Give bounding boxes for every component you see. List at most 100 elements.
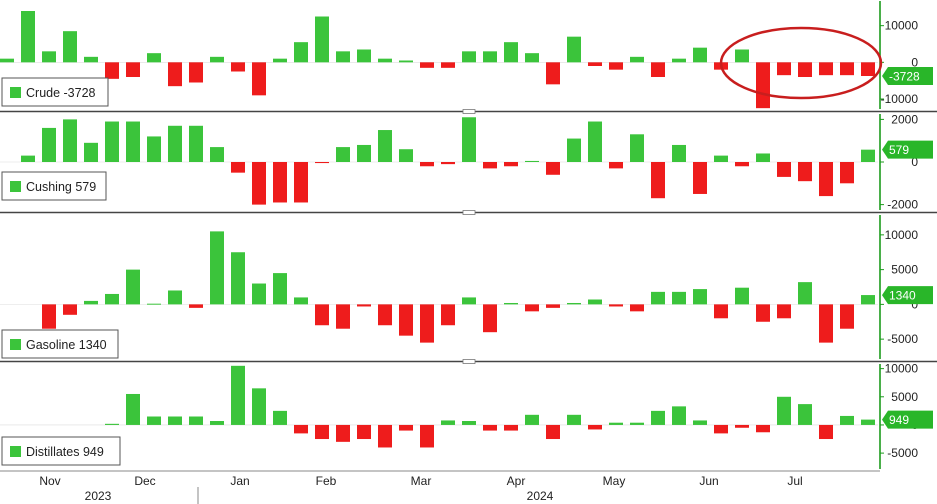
gasoline-bar — [714, 304, 728, 319]
crude-bar — [840, 62, 854, 76]
gasoline-bar — [252, 283, 266, 305]
crude-legend-label: Crude -3728 — [26, 86, 96, 100]
cushing-bar — [483, 162, 497, 169]
crude-bar — [378, 58, 392, 63]
x-month-label: Nov — [39, 474, 60, 488]
crude-splitter-handle — [462, 109, 476, 114]
gasoline-y-tick-label: 5000 — [891, 263, 918, 277]
crude-bar — [441, 62, 455, 68]
crude-bar — [609, 62, 623, 70]
gasoline-bar — [798, 282, 812, 305]
cushing-bar — [441, 162, 455, 165]
cushing-y-tick-label: 2000 — [891, 112, 918, 126]
cushing-bar — [735, 162, 749, 167]
cushing-bar — [819, 162, 833, 197]
distillates-legend-label: Distillates 949 — [26, 445, 104, 459]
gasoline-bar — [357, 304, 371, 307]
distillates-bar — [231, 365, 245, 425]
gasoline-bar — [672, 291, 686, 305]
panel-distillates: -50000500010000949Distillates 949 — [0, 362, 933, 469]
gasoline-legend-swatch — [10, 339, 21, 350]
crude-bar — [672, 58, 686, 63]
distillates-bar — [609, 422, 623, 425]
cushing-bar — [126, 121, 140, 162]
gasoline-bar — [441, 304, 455, 326]
cushing-bar — [651, 162, 665, 199]
crude-bar — [525, 53, 539, 63]
gasoline-bar — [546, 304, 560, 308]
gasoline-bar — [840, 304, 854, 329]
crude-bar — [84, 56, 98, 63]
distillates-bar — [252, 388, 266, 425]
gasoline-bar — [105, 293, 119, 305]
gasoline-bar — [399, 304, 413, 336]
distillates-bar — [441, 420, 455, 425]
cushing-bar — [294, 162, 308, 203]
cushing-bar — [525, 160, 539, 162]
cushing-bar — [42, 127, 56, 162]
x-month-label: Jan — [230, 474, 249, 488]
cushing-bar — [189, 125, 203, 162]
distillates-value-tag: 949 — [889, 413, 909, 427]
gasoline-bar — [336, 304, 350, 329]
crude-y-tick-label: -10000 — [881, 92, 919, 106]
cushing-bar — [756, 153, 770, 162]
distillates-bar — [567, 414, 581, 425]
distillates-bar — [798, 404, 812, 425]
cushing-bar — [609, 162, 623, 169]
gasoline-bar — [777, 304, 791, 319]
cushing-bar — [777, 162, 791, 177]
x-year-label: 2023 — [85, 489, 112, 503]
gasoline-bar — [210, 231, 224, 305]
gasoline-bar — [126, 269, 140, 305]
crude-bar — [357, 49, 371, 63]
distillates-bar — [399, 424, 413, 431]
cushing-bar — [714, 155, 728, 162]
cushing-bar — [147, 136, 161, 162]
crude-bar — [231, 62, 245, 72]
gasoline-bar — [630, 304, 644, 312]
cushing-bar — [336, 147, 350, 162]
gasoline-legend-label: Gasoline 1340 — [26, 338, 107, 352]
crude-legend-swatch — [10, 87, 21, 98]
cushing-legend-swatch — [10, 181, 21, 192]
crude-bar — [798, 62, 812, 77]
crude-bar — [399, 60, 413, 63]
crude-bar — [546, 62, 560, 85]
distillates-bar — [357, 424, 371, 440]
crude-bar — [693, 47, 707, 63]
gasoline-bar — [84, 300, 98, 305]
distillates-bar — [168, 416, 182, 425]
gasoline-bar — [147, 303, 161, 305]
crude-bar — [294, 42, 308, 63]
crude-bar — [588, 62, 602, 66]
cushing-bar — [798, 162, 812, 182]
distillates-bar — [483, 424, 497, 431]
distillates-bar — [336, 424, 350, 442]
distillates-bar — [210, 421, 224, 425]
distillates-bar — [714, 424, 728, 434]
gasoline-y-tick-label: -5000 — [887, 332, 918, 346]
gasoline-bar — [189, 304, 203, 308]
crude-bar — [63, 31, 77, 63]
distillates-bar — [630, 422, 644, 425]
x-year-label: 2024 — [527, 489, 554, 503]
cushing-bar — [840, 162, 854, 184]
distillates-bar — [777, 396, 791, 425]
gasoline-bar — [861, 295, 875, 305]
distillates-bar — [588, 424, 602, 430]
crude-bar — [861, 62, 875, 77]
crude-bar — [315, 16, 329, 63]
cushing-bar — [315, 162, 329, 164]
x-month-label: Dec — [134, 474, 155, 488]
cushing-bar — [63, 119, 77, 162]
gasoline-bar — [420, 304, 434, 343]
gasoline-bar — [315, 304, 329, 326]
gasoline-bar — [693, 289, 707, 305]
gasoline-bar — [294, 297, 308, 305]
distillates-value-tag-bg — [882, 410, 933, 429]
distillates-bar — [126, 393, 140, 425]
cushing-bar — [462, 117, 476, 162]
distillates-bar — [672, 406, 686, 425]
